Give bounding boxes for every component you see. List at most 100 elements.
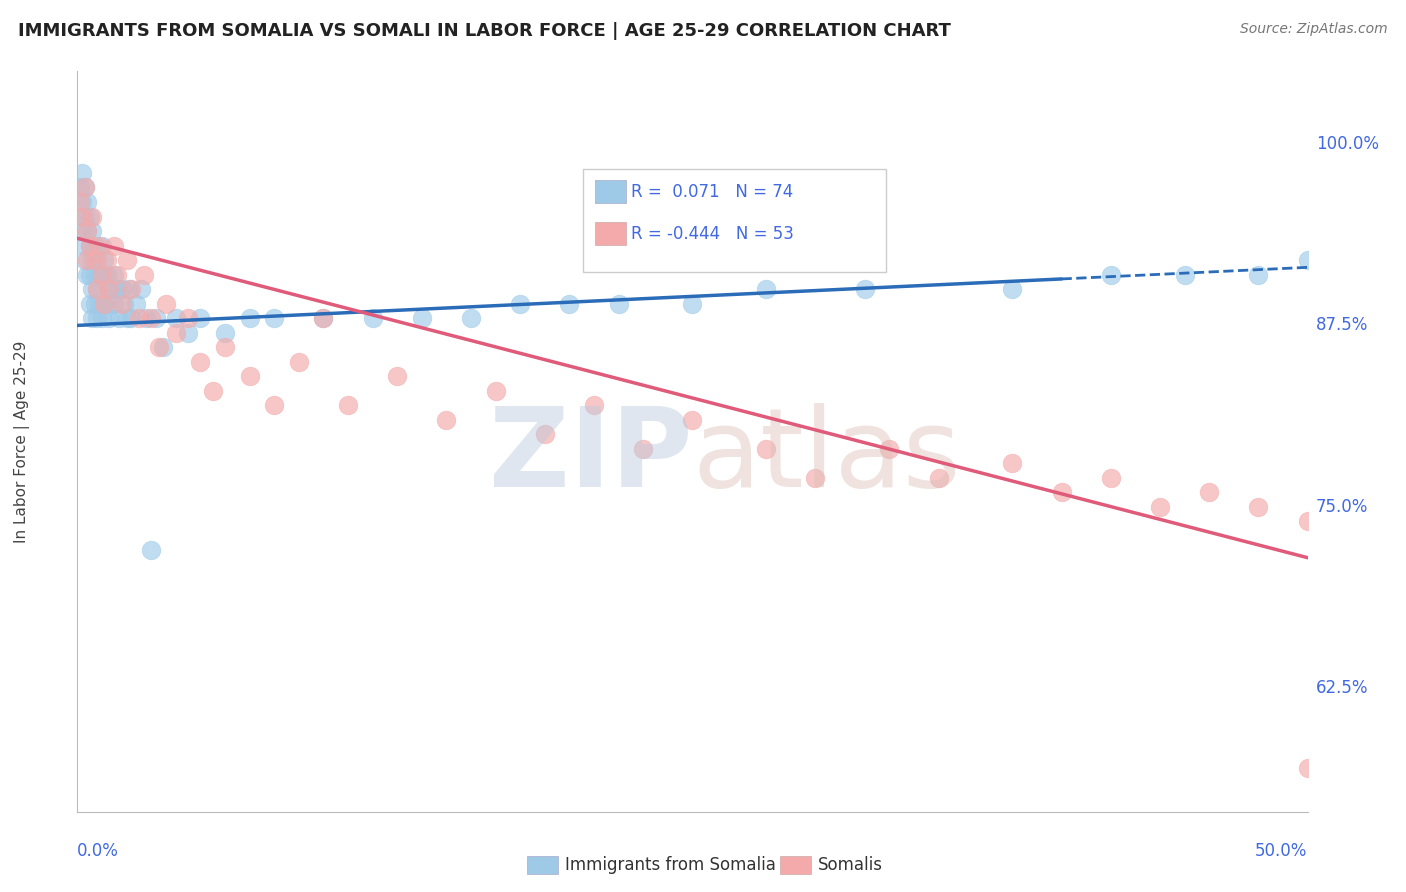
- Point: [1001, 282, 1024, 296]
- Point: [558, 296, 581, 310]
- Point: [83, 253, 105, 268]
- Point: [98, 282, 121, 296]
- Point: [79, 296, 101, 310]
- Point: [69, 180, 91, 194]
- Point: [152, 340, 174, 354]
- Point: [98, 311, 121, 326]
- Point: [90, 268, 114, 282]
- Point: [853, 282, 876, 296]
- Point: [239, 311, 262, 326]
- Point: [82, 210, 104, 224]
- Point: [82, 224, 104, 238]
- Point: [79, 210, 101, 224]
- Point: [177, 311, 200, 326]
- Point: [755, 442, 778, 456]
- Point: [214, 340, 236, 354]
- Point: [115, 311, 138, 326]
- Point: [188, 354, 212, 368]
- Point: [121, 282, 143, 296]
- Text: Somalis: Somalis: [818, 856, 883, 874]
- Point: [101, 282, 124, 296]
- Point: [1149, 500, 1171, 514]
- Point: [76, 224, 98, 238]
- Point: [112, 296, 135, 310]
- Point: [96, 268, 118, 282]
- Point: [607, 296, 630, 310]
- Point: [165, 326, 187, 340]
- Point: [69, 194, 91, 209]
- Point: [98, 282, 121, 296]
- Point: [111, 296, 132, 310]
- Point: [214, 326, 236, 340]
- Point: [103, 268, 125, 282]
- Text: R = -0.444   N = 53: R = -0.444 N = 53: [631, 225, 794, 243]
- Point: [82, 282, 104, 296]
- Point: [928, 471, 950, 485]
- Point: [385, 369, 409, 384]
- Point: [83, 296, 105, 310]
- Point: [583, 398, 606, 412]
- Point: [141, 543, 163, 558]
- Point: [70, 224, 93, 238]
- Point: [201, 384, 224, 398]
- Point: [125, 296, 148, 310]
- Point: [73, 210, 96, 224]
- Point: [70, 194, 93, 209]
- Point: [93, 296, 115, 310]
- Point: [118, 282, 141, 296]
- Text: Immigrants from Somalia: Immigrants from Somalia: [565, 856, 776, 874]
- Point: [86, 253, 108, 268]
- Point: [1296, 515, 1319, 529]
- Point: [239, 369, 262, 384]
- Point: [111, 282, 132, 296]
- Point: [1198, 485, 1220, 500]
- Point: [1174, 268, 1197, 282]
- Point: [96, 296, 118, 310]
- Point: [73, 180, 96, 194]
- Point: [90, 311, 114, 326]
- Text: 100.0%: 100.0%: [1316, 135, 1379, 153]
- Point: [93, 253, 115, 268]
- Point: [89, 268, 111, 282]
- Point: [1001, 456, 1024, 470]
- Text: In Labor Force | Age 25-29: In Labor Force | Age 25-29: [14, 341, 30, 542]
- Point: [86, 282, 108, 296]
- Text: ZIP: ZIP: [489, 403, 693, 510]
- Point: [105, 282, 128, 296]
- Point: [83, 268, 105, 282]
- Point: [288, 354, 311, 368]
- Point: [89, 238, 111, 252]
- Point: [83, 238, 105, 252]
- Point: [76, 253, 98, 268]
- Point: [1247, 268, 1270, 282]
- Point: [1099, 471, 1122, 485]
- Point: [485, 384, 508, 398]
- Point: [132, 268, 155, 282]
- Point: [682, 296, 704, 310]
- Point: [76, 268, 98, 282]
- Text: 62.5%: 62.5%: [1316, 680, 1368, 698]
- Text: 75.0%: 75.0%: [1316, 498, 1368, 516]
- Point: [86, 311, 108, 326]
- Point: [82, 253, 104, 268]
- Point: [108, 311, 131, 326]
- Point: [145, 311, 167, 326]
- Point: [1050, 485, 1073, 500]
- Point: [263, 398, 285, 412]
- Point: [79, 238, 101, 252]
- Point: [121, 311, 143, 326]
- Point: [76, 224, 98, 238]
- Point: [509, 296, 531, 310]
- Point: [337, 398, 360, 412]
- Point: [755, 282, 778, 296]
- Text: IMMIGRANTS FROM SOMALIA VS SOMALI IN LABOR FORCE | AGE 25-29 CORRELATION CHART: IMMIGRANTS FROM SOMALIA VS SOMALI IN LAB…: [18, 22, 950, 40]
- Point: [90, 238, 114, 252]
- Point: [79, 238, 101, 252]
- Point: [148, 340, 170, 354]
- Point: [129, 282, 153, 296]
- Point: [411, 311, 433, 326]
- Point: [69, 210, 91, 224]
- Point: [1247, 500, 1270, 514]
- Point: [90, 268, 114, 282]
- Point: [155, 296, 177, 310]
